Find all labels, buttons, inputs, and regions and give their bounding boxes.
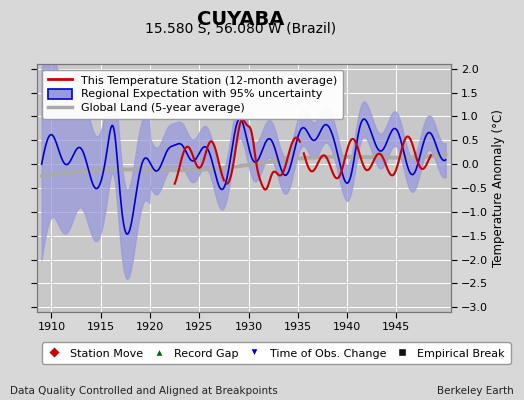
- Legend: Station Move, Record Gap, Time of Obs. Change, Empirical Break: Station Move, Record Gap, Time of Obs. C…: [42, 342, 511, 364]
- Text: Berkeley Earth: Berkeley Earth: [437, 386, 514, 396]
- Y-axis label: Temperature Anomaly (°C): Temperature Anomaly (°C): [493, 109, 505, 267]
- Text: 15.580 S, 56.080 W (Brazil): 15.580 S, 56.080 W (Brazil): [146, 22, 336, 36]
- Text: Data Quality Controlled and Aligned at Breakpoints: Data Quality Controlled and Aligned at B…: [10, 386, 278, 396]
- Text: CUYABA: CUYABA: [198, 10, 285, 29]
